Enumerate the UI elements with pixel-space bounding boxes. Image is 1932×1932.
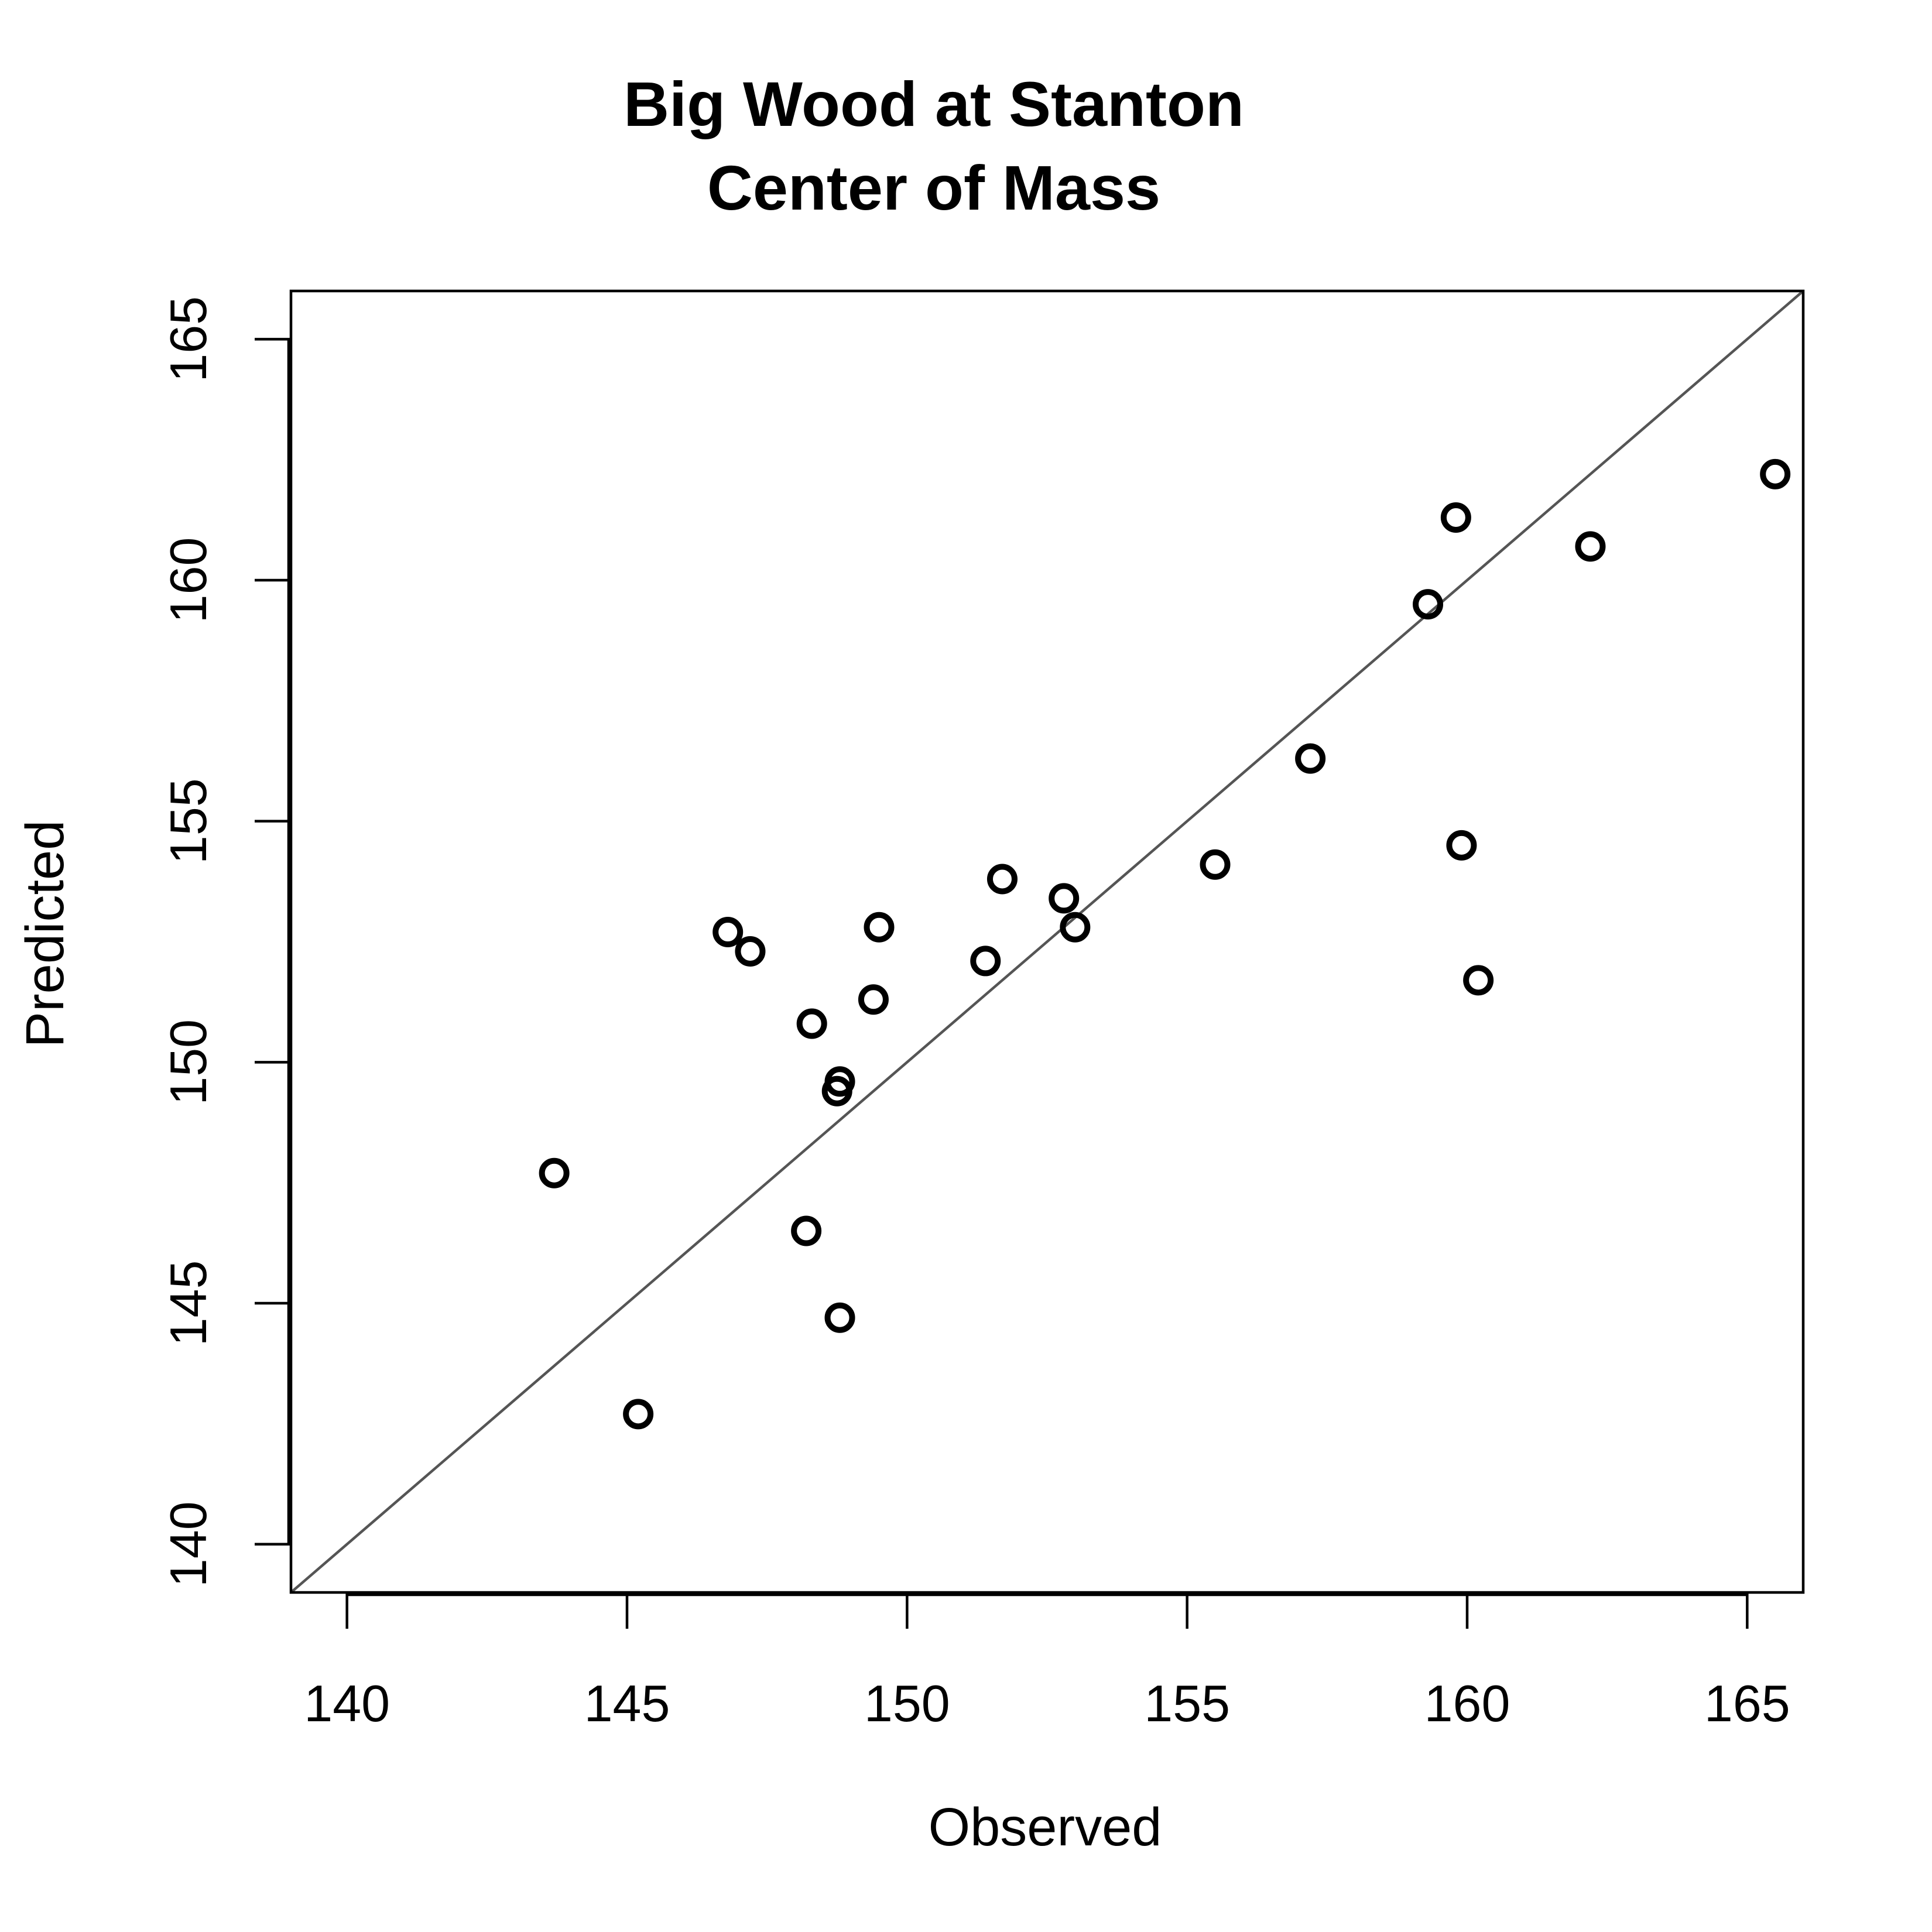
- plot-area: 140 145 150 155 160 165 140 145 150 155 160 165: [159, 289, 1805, 1732]
- chart-title-line-1: Big Wood at Stanton: [624, 68, 1244, 139]
- x-tick-label-165: 165: [1704, 1674, 1790, 1732]
- data-point-11: [864, 912, 895, 943]
- data-point-18: [1413, 589, 1444, 620]
- data-point-5: [791, 1215, 822, 1246]
- data-point-23: [1760, 458, 1791, 489]
- x-tick-label-140: 140: [304, 1674, 390, 1732]
- chart-title-line-2: Center of Mass: [707, 152, 1160, 223]
- data-point-20: [1446, 830, 1477, 861]
- data-point-6: [796, 1008, 827, 1039]
- data-point-8: [821, 1075, 852, 1107]
- x-tick-label-155: 155: [1144, 1674, 1230, 1732]
- x-tick-label-145: 145: [584, 1674, 670, 1732]
- y-tick-label-160: 160: [159, 537, 217, 624]
- data-point-12: [970, 946, 1001, 977]
- data-point-15: [1060, 912, 1091, 943]
- y-tick-label-165: 165: [159, 296, 217, 382]
- y-tick-label-140: 140: [159, 1501, 217, 1587]
- x-tick-label-160: 160: [1424, 1674, 1510, 1732]
- reference-line-1-to-1: [290, 290, 1804, 1594]
- data-point-4: [735, 936, 766, 967]
- data-point-19: [1440, 502, 1471, 533]
- y-axis-label: Predicted: [15, 820, 75, 1048]
- data-point-2: [623, 1399, 654, 1430]
- data-point-1: [539, 1157, 570, 1188]
- x-axis-label: Observed: [929, 1797, 1162, 1857]
- data-point-13: [986, 864, 1018, 895]
- y-tick-label-145: 145: [159, 1260, 217, 1347]
- plot-frame: [289, 289, 1805, 1594]
- y-tick-label-150: 150: [159, 1019, 217, 1105]
- data-point-22: [1575, 531, 1606, 562]
- x-tick-label-150: 150: [864, 1674, 950, 1732]
- data-point-9: [824, 1302, 855, 1333]
- data-point-17: [1295, 743, 1326, 774]
- data-point-10: [858, 984, 889, 1015]
- data-point-16: [1200, 849, 1231, 880]
- data-point-21: [1463, 965, 1494, 996]
- data-point-3: [712, 917, 744, 948]
- data-point-14: [1049, 883, 1080, 914]
- y-tick-label-155: 155: [159, 778, 217, 864]
